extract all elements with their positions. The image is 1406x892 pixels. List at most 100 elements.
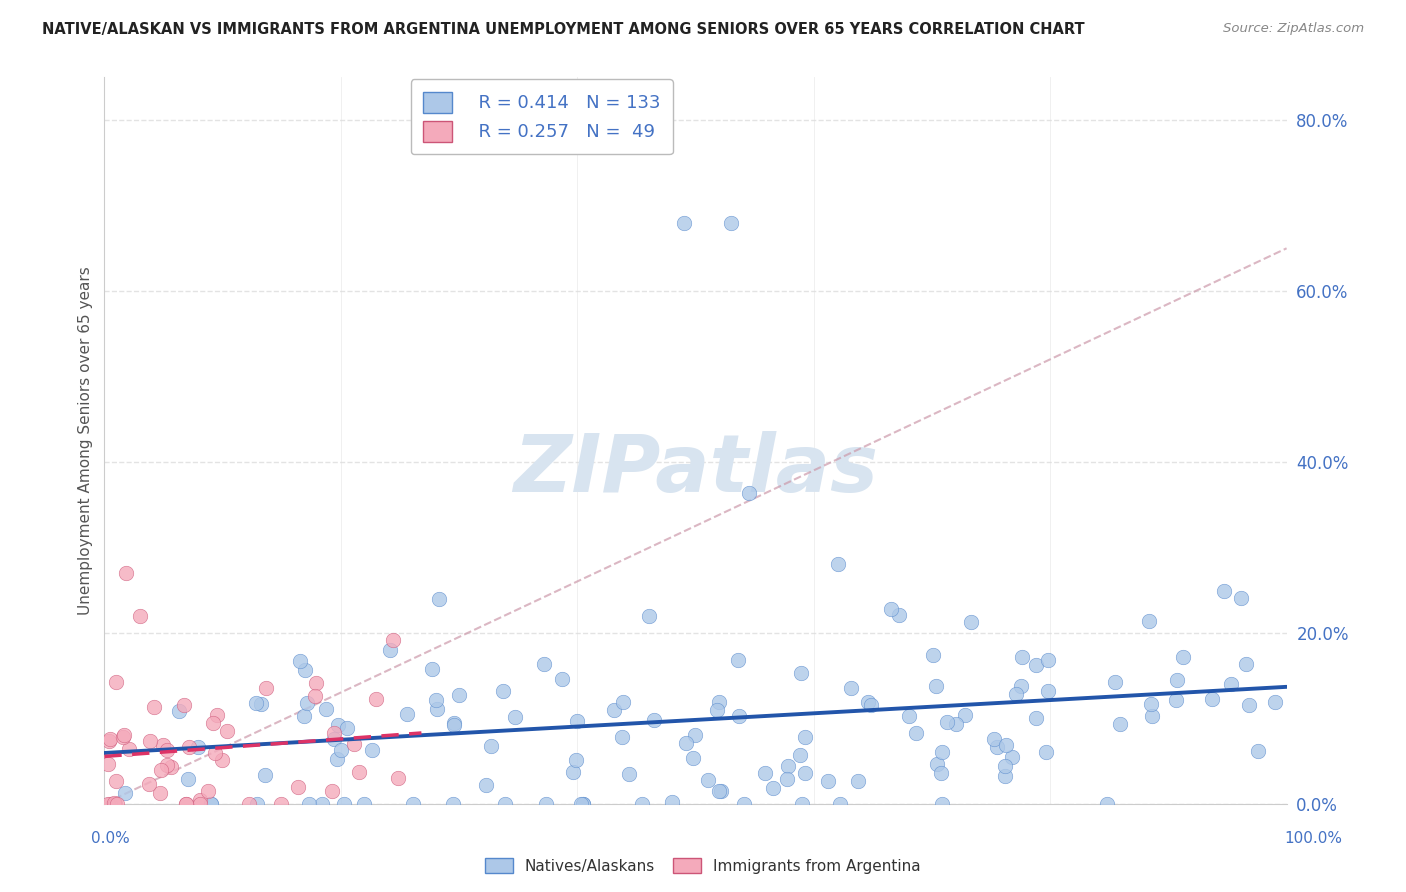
Point — [1239, 698, 1261, 712]
Point — [173, 698, 195, 712]
Point — [1201, 692, 1223, 706]
Point — [97, 797, 120, 811]
Point — [287, 780, 309, 795]
Legend: Natives/Alaskans, Immigrants from Argentina: Natives/Alaskans, Immigrants from Argent… — [479, 852, 927, 880]
Point — [245, 696, 267, 710]
Point — [754, 766, 776, 780]
Point — [776, 772, 799, 786]
Point — [298, 797, 321, 811]
Point — [179, 739, 201, 754]
Point — [97, 756, 120, 771]
Point — [305, 676, 328, 690]
Point — [572, 797, 595, 811]
Point — [1036, 684, 1059, 698]
Point — [475, 778, 498, 792]
Point — [1212, 584, 1234, 599]
Point — [931, 745, 953, 759]
Point — [1109, 717, 1132, 731]
Point — [790, 797, 813, 811]
Point — [889, 607, 911, 622]
Point — [336, 722, 359, 736]
Point — [706, 703, 728, 717]
Point — [361, 743, 384, 757]
Point — [571, 797, 593, 811]
Point — [612, 695, 634, 709]
Point — [254, 768, 277, 782]
Point — [366, 691, 388, 706]
Point — [98, 732, 121, 747]
Point — [103, 797, 125, 811]
Point — [149, 763, 172, 777]
Point — [994, 769, 1017, 783]
Point — [727, 653, 749, 667]
Point — [202, 716, 225, 731]
Point — [936, 715, 959, 730]
Point — [931, 765, 953, 780]
Point — [443, 797, 465, 811]
Point — [707, 784, 730, 798]
Y-axis label: Unemployment Among Seniors over 65 years: Unemployment Among Seniors over 65 years — [79, 266, 93, 615]
Point — [794, 731, 817, 745]
Point — [682, 751, 704, 765]
Point — [1036, 653, 1059, 667]
Point — [945, 717, 967, 731]
Point — [880, 602, 903, 616]
Point — [905, 726, 928, 740]
Point — [148, 786, 170, 800]
Legend:   R = 0.414   N = 133,   R = 0.257   N =  49: R = 0.414 N = 133, R = 0.257 N = 49 — [411, 79, 673, 154]
Point — [564, 753, 586, 767]
Point — [638, 609, 661, 624]
Point — [1219, 677, 1241, 691]
Point — [159, 760, 181, 774]
Point — [839, 681, 862, 696]
Point — [1234, 657, 1257, 672]
Text: Source: ZipAtlas.com: Source: ZipAtlas.com — [1223, 22, 1364, 36]
Point — [1230, 591, 1253, 605]
Point — [98, 797, 121, 811]
Point — [986, 739, 1008, 754]
Point — [1025, 711, 1047, 725]
Point — [789, 747, 811, 762]
Point — [720, 216, 742, 230]
Point — [111, 730, 134, 744]
Point — [104, 797, 127, 811]
Point — [922, 648, 945, 662]
Text: 100.0%: 100.0% — [1285, 831, 1343, 847]
Point — [197, 784, 219, 798]
Point — [1173, 650, 1195, 665]
Point — [794, 766, 817, 780]
Point — [897, 708, 920, 723]
Point — [328, 718, 350, 732]
Point — [315, 702, 337, 716]
Point — [176, 797, 198, 811]
Point — [817, 774, 839, 789]
Point — [479, 739, 502, 754]
Point — [270, 797, 292, 811]
Point — [347, 765, 370, 780]
Point — [761, 781, 783, 796]
Point — [534, 797, 557, 811]
Point — [207, 707, 229, 722]
Point — [737, 485, 759, 500]
Point — [672, 216, 695, 230]
Point — [326, 752, 349, 766]
Point — [827, 557, 849, 571]
Point — [447, 688, 470, 702]
Point — [567, 714, 589, 729]
Point — [828, 797, 851, 811]
Point — [492, 684, 515, 698]
Point — [533, 657, 555, 671]
Point — [1166, 693, 1188, 707]
Point — [426, 702, 449, 716]
Point — [152, 738, 174, 752]
Point — [238, 797, 260, 811]
Point — [443, 718, 465, 732]
Point — [311, 797, 333, 811]
Point — [661, 795, 683, 809]
Point — [859, 698, 882, 713]
Point — [931, 797, 953, 811]
Point — [174, 797, 197, 811]
Point — [139, 734, 162, 748]
Point — [709, 694, 731, 708]
Point — [204, 746, 226, 760]
